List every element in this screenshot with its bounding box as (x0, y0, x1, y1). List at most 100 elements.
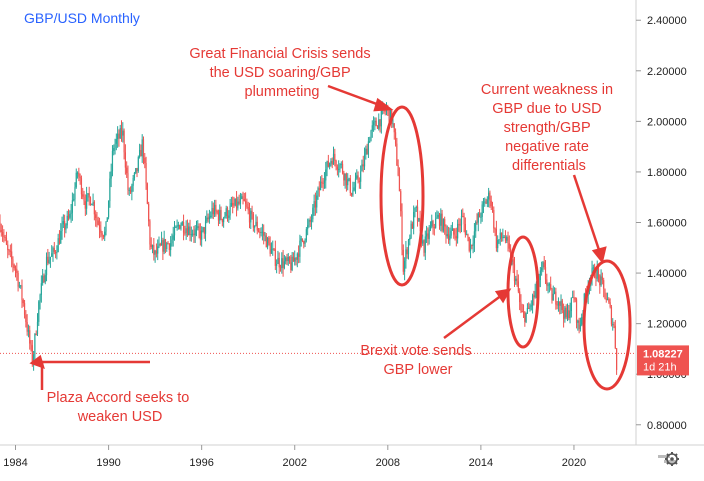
x-axis[interactable]: 1984 1990 1996 2002 2008 2014 2020 (3, 445, 586, 469)
candle-body (43, 275, 45, 283)
candle-body (599, 275, 601, 286)
candle-body (153, 245, 155, 255)
candle-body (316, 195, 318, 208)
candle-body (564, 307, 566, 319)
candle-body (553, 291, 556, 294)
candle-body (96, 217, 98, 221)
candle-body (212, 207, 214, 215)
candle-body (555, 291, 557, 305)
candle-body (418, 218, 420, 221)
candle-body (360, 171, 362, 182)
candle-body (270, 249, 273, 254)
candle-body (569, 310, 571, 319)
y-tick-label: 2.20000 (647, 66, 687, 78)
candle-body (170, 243, 172, 251)
candle-body (7, 244, 9, 251)
candle-body (23, 303, 26, 315)
candle-body (349, 178, 351, 194)
candle-body (133, 172, 136, 179)
candle-body (321, 181, 323, 183)
candle-body (137, 157, 139, 171)
y-tick-label: 2.40000 (647, 15, 687, 27)
candle-body (338, 168, 340, 170)
candle-body (484, 201, 486, 203)
candle-body (524, 312, 526, 322)
candle-body (128, 189, 130, 191)
candle-body (552, 293, 554, 301)
candle-body (477, 213, 479, 223)
candle-body (345, 173, 348, 186)
candle-body (296, 253, 298, 260)
candle-body (471, 244, 473, 246)
candle-body (606, 298, 609, 300)
candle-body (131, 185, 133, 193)
candle-body (150, 244, 152, 248)
candle-body (100, 229, 102, 233)
candle-body (91, 204, 93, 206)
candle-body (614, 325, 616, 349)
candle-body (450, 230, 452, 236)
candle-body (273, 248, 275, 250)
candle-body (548, 284, 550, 286)
brexit-arrow (443, 293, 503, 340)
candle-body (82, 194, 84, 197)
gear-icon[interactable] (665, 452, 679, 466)
candle-body (481, 204, 483, 217)
candle-body (489, 192, 491, 201)
candle-body (566, 310, 569, 318)
candle-body (507, 237, 509, 244)
candle-body (435, 218, 437, 228)
candle-body (217, 212, 220, 221)
candle-body (42, 275, 44, 284)
candle-body (250, 210, 252, 223)
candle-body (323, 180, 326, 183)
candle-body (145, 163, 147, 184)
candle-body (8, 250, 10, 252)
candle-body (285, 257, 287, 262)
candle-body (252, 214, 254, 228)
candle-body (245, 201, 247, 204)
gfc-annotation-line: plummeting (245, 84, 320, 100)
y-axis[interactable]: 2.40000 2.20000 2.00000 1.80000 1.60000 1.400… (636, 15, 687, 432)
candle-body (192, 233, 194, 235)
candle-body (129, 189, 132, 193)
candle-body (361, 164, 363, 172)
candle-body (211, 207, 213, 216)
candle-body (201, 230, 203, 240)
candle-body (290, 262, 292, 271)
candle-body (327, 161, 329, 167)
candle-body (370, 130, 372, 142)
candle-body (182, 222, 185, 233)
candle-body (499, 232, 501, 240)
x-tick-label: 2014 (469, 457, 493, 469)
candle-body (1, 231, 4, 236)
candle-body (268, 237, 270, 244)
candle-body (410, 223, 412, 239)
candle-body (36, 321, 39, 335)
candle-body (415, 206, 417, 208)
candle-body (560, 300, 562, 306)
candle-body (616, 348, 618, 370)
candle-body (529, 305, 531, 309)
candle-body (176, 225, 178, 227)
candle-body (581, 317, 583, 325)
candle-body (58, 238, 61, 244)
candle-body (127, 173, 129, 190)
chart-title: GBP/USD Monthly (24, 10, 140, 26)
candle-body (561, 300, 563, 311)
candle-body (194, 229, 196, 236)
candle-body (531, 295, 534, 306)
candle-body (287, 257, 289, 261)
candle-body (60, 231, 62, 244)
candle-body (39, 294, 41, 302)
candle-body (428, 229, 430, 239)
candle-body (445, 226, 447, 237)
candle-body (241, 196, 243, 199)
candle-body (266, 237, 269, 248)
candle-body (348, 178, 350, 180)
candle-body (526, 307, 529, 313)
candle-body (341, 163, 344, 173)
candle-body (340, 163, 342, 165)
candle-body (179, 225, 181, 229)
